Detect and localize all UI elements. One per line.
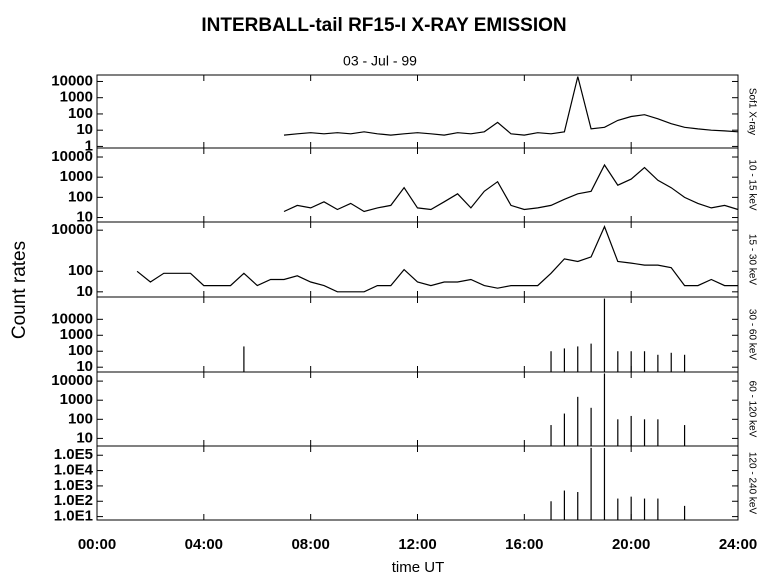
x-tick-label: 12:00 <box>398 536 436 553</box>
x-tick-label: 20:00 <box>612 536 650 553</box>
y-tick-label: 10000 <box>51 372 93 389</box>
x-tick-label: 04:00 <box>185 536 223 553</box>
y-tick-label: 10000 <box>51 310 93 327</box>
x-tick-label: 16:00 <box>505 536 543 553</box>
y-tick-label: 100 <box>68 262 93 279</box>
y-tick-label: 10000 <box>51 221 93 238</box>
y-tick-label: 100 <box>68 105 93 122</box>
x-tick-label: 08:00 <box>291 536 329 553</box>
y-tick-label: 10 <box>76 283 93 300</box>
y-tick-label: 1000 <box>60 168 93 185</box>
y-tick-label: 10 <box>76 358 93 375</box>
y-tick-label: 1.0E5 <box>54 446 93 463</box>
y-tick-label: 10 <box>76 121 93 138</box>
y-tick-label: 1 <box>85 137 93 154</box>
channel-label: 15 - 30 keV <box>746 234 757 285</box>
channel-label: Sof1 X-ray <box>746 88 757 135</box>
y-tick-label: 10000 <box>51 148 93 165</box>
y-tick-label: 1.0E2 <box>54 492 93 509</box>
y-tick-label: 10000 <box>51 72 93 89</box>
chart-subtitle: 03 - Jul - 99 <box>343 53 417 69</box>
y-tick-label: 1.0E4 <box>54 462 94 479</box>
y-tick-label: 1.0E3 <box>54 477 93 494</box>
x-axis-label: time UT <box>392 559 445 576</box>
y-tick-label: 1000 <box>60 89 93 106</box>
channel-label: 60 - 120 keV <box>746 381 757 438</box>
data-line <box>136 225 738 293</box>
y-tick-label: 10 <box>76 429 93 446</box>
channel-label: 10 - 15 keV <box>746 159 757 210</box>
y-tick-label: 1000 <box>60 326 93 343</box>
channel-label: 30 - 60 keV <box>746 309 757 360</box>
x-tick-label: 24:00 <box>719 536 757 553</box>
y-axis-label: Count rates <box>9 241 30 339</box>
y-tick-label: 1.0E1 <box>54 508 93 525</box>
y-tick-label: 1000 <box>60 391 93 408</box>
data-line <box>283 163 739 213</box>
y-tick-label: 100 <box>68 410 93 427</box>
y-tick-label: 10 <box>76 208 93 225</box>
channel-label: 120 - 240 keV <box>746 452 757 515</box>
data-line <box>283 76 739 136</box>
y-tick-label: 100 <box>68 342 93 359</box>
chart-title: INTERBALL-tail RF15-I X-RAY EMISSION <box>201 15 566 36</box>
y-tick-label: 100 <box>68 188 93 205</box>
x-tick-label: 00:00 <box>78 536 116 553</box>
